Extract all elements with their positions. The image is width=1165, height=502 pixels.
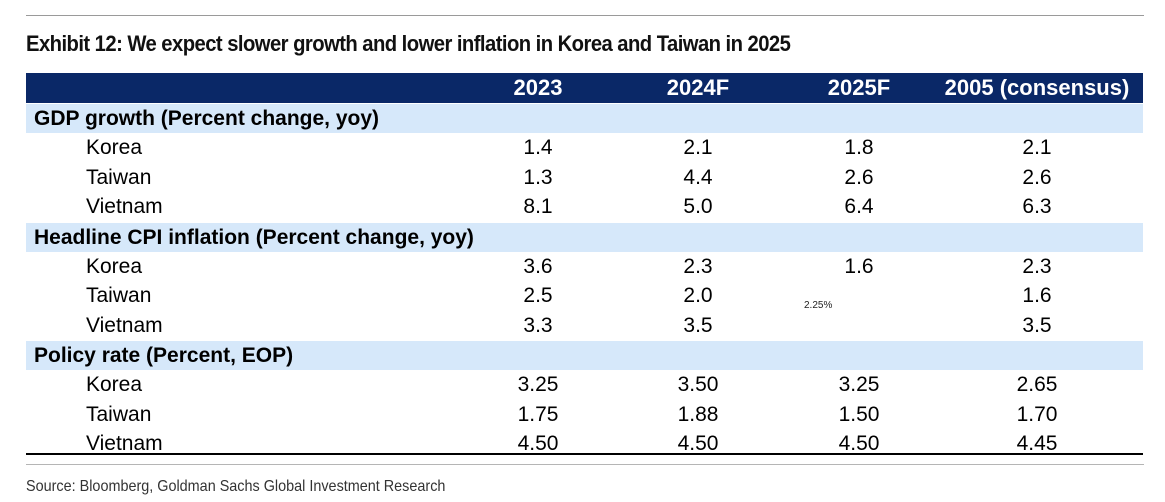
table-cell: 3.3	[523, 313, 553, 337]
section-label: Headline CPI inflation (Percent change, …	[34, 225, 474, 249]
table-cell: 4.50	[517, 432, 559, 455]
table-row: Vietnam 8.1 5.0 6.4 6.3	[26, 192, 1143, 222]
table-header: 2023 2024F 2025F 2005 (consensus)	[26, 73, 1143, 103]
table-cell: 3.5	[1022, 313, 1052, 337]
table-cell: 4.45	[1016, 432, 1058, 455]
table-cell: 1.88	[677, 402, 719, 426]
table-bottom-rule	[26, 453, 1143, 455]
row-label: Korea	[86, 373, 143, 396]
section-label: GDP growth (Percent change, yoy)	[34, 107, 380, 130]
table-cell: 4.50	[838, 432, 880, 455]
table-cell: 3.5	[683, 313, 713, 337]
table-cell: 2.1	[683, 136, 713, 159]
section-headline-cpi: Headline CPI inflation (Percent change, …	[26, 222, 1143, 252]
table-cell: 1.70	[1016, 402, 1058, 426]
source-note: Source: Bloomberg, Goldman Sachs Global …	[26, 478, 446, 495]
row-label: Vietnam	[86, 313, 163, 337]
table-cell: 2.3	[1022, 254, 1052, 278]
row-label: Korea	[86, 254, 143, 278]
table-cell: 2.3	[683, 254, 713, 278]
table-row: Korea 3.6 2.3 1.6 2.3	[26, 252, 1143, 282]
row-label: Korea	[86, 136, 143, 159]
table-cell: 2.65	[1016, 373, 1058, 396]
table-cell: 1.8	[844, 136, 874, 159]
table-cell: 3.50	[677, 373, 719, 396]
table-cell: 1.50	[838, 402, 880, 426]
table-cell: 2.0	[683, 284, 713, 307]
column-header-2024f: 2024F	[666, 75, 730, 100]
row-label: Taiwan	[86, 402, 152, 426]
table-cell: 2.6	[1022, 165, 1052, 189]
data-table: 2023 2024F 2025F 2005 (consensus) GDP gr…	[26, 73, 1143, 459]
table-cell: 3.25	[517, 373, 559, 396]
section-gdp-growth: GDP growth (Percent change, yoy)	[26, 104, 1143, 133]
column-header-consensus: 2005 (consensus)	[944, 75, 1130, 100]
table-cell: 6.3	[1022, 195, 1052, 218]
table-cell: 4.4	[683, 165, 713, 189]
table-row: Taiwan 1.75 1.88 1.50 1.70	[26, 400, 1143, 430]
table-row: Vietnam 3.3 3.5 3.5	[26, 311, 1143, 341]
column-header-2025f: 2025F	[827, 75, 891, 100]
table-row: Vietnam 4.50 4.50 4.50 4.45	[26, 429, 1143, 459]
table-cell: 3.25	[838, 373, 880, 396]
table-cell: 5.0	[683, 195, 713, 218]
footer-rule	[26, 464, 1144, 465]
row-label: Vietnam	[86, 432, 163, 455]
column-header-2023: 2023	[513, 75, 563, 100]
table-cell: 6.4	[844, 195, 874, 218]
row-label: Vietnam	[86, 195, 163, 218]
row-label: Taiwan	[86, 165, 152, 189]
table-cell: 4.50	[677, 432, 719, 455]
top-rule	[26, 15, 1144, 16]
table-cell: 1.6	[844, 254, 874, 278]
table-cell: 1.3	[523, 165, 553, 189]
table-row: Taiwan 2.5 2.0 1.6	[26, 281, 1143, 311]
table-cell: 2.5	[523, 284, 553, 307]
table-cell: 2.1	[1022, 136, 1052, 159]
table-cell: 8.1	[523, 195, 553, 218]
row-label: Taiwan	[86, 284, 152, 307]
table-cell: 2.6	[844, 165, 874, 189]
table-cell: 1.6	[1022, 284, 1052, 307]
table-row: Taiwan 1.3 4.4 2.6 2.6	[26, 163, 1143, 193]
exhibit-title: Exhibit 12: We expect slower growth and …	[26, 31, 791, 56]
table-row: Korea 3.25 3.50 3.25 2.65	[26, 370, 1143, 400]
section-policy-rate: Policy rate (Percent, EOP)	[26, 341, 1143, 370]
table-cell: 1.4	[523, 136, 553, 159]
table-cell: 1.75	[517, 402, 559, 426]
section-label: Policy rate (Percent, EOP)	[34, 344, 294, 367]
table-row: Korea 1.4 2.1 1.8 2.1	[26, 133, 1143, 163]
table-cell: 3.6	[523, 254, 553, 278]
value-tooltip: 2.25%	[804, 300, 833, 311]
